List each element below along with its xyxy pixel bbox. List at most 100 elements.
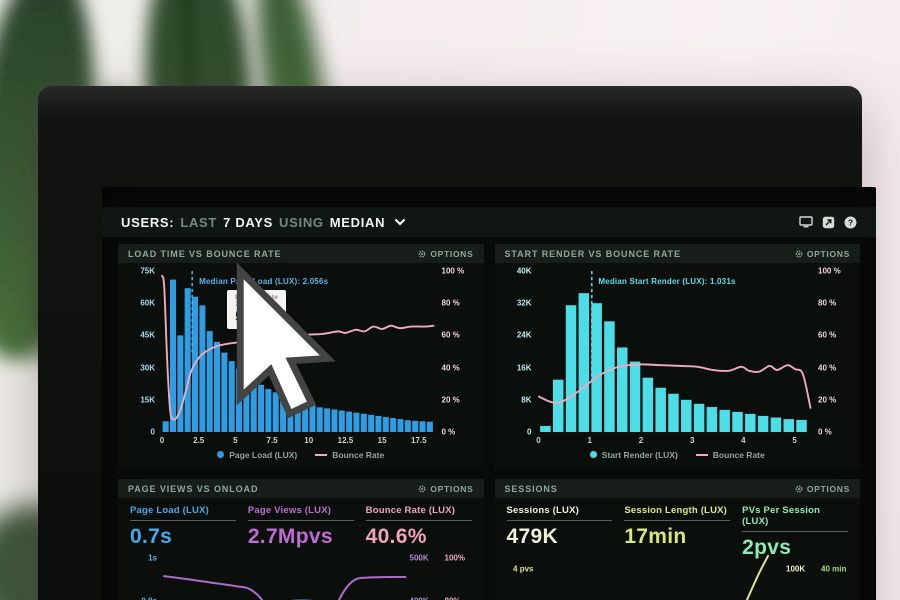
axis-tick-label: 40K xyxy=(516,266,532,276)
y-axis-left: 75K 60K 45K 30K 15K 0 xyxy=(126,267,162,437)
panel-sessions: SESSIONS OPTIONS Sessions (LUX) 479K Sessi… xyxy=(494,479,860,600)
plot-area: Median Start Render (LUX): 1.031s xyxy=(539,271,811,432)
y-axis-column: 40 min32 min24 min xyxy=(817,564,852,600)
axis-tick-label: 17.5 xyxy=(411,436,427,445)
axis-tick-label: 0 xyxy=(150,427,155,437)
metric-label: PVs Per Session (LUX) xyxy=(742,505,821,527)
series-line xyxy=(539,364,811,407)
bar-line-chart xyxy=(162,271,434,432)
axis-tick-label: 40 min xyxy=(821,564,847,573)
axis-tick-label: 0 xyxy=(536,436,541,445)
bars-series xyxy=(539,293,807,432)
axis-tick-label: 7.5 xyxy=(266,436,278,445)
axis-tick-label: 60 % xyxy=(818,330,837,340)
legend-label: Bounce Rate xyxy=(712,449,765,460)
metric-underline xyxy=(247,520,354,521)
series-line xyxy=(541,556,768,600)
metric: Page Load (LUX) 0.7s xyxy=(130,505,236,549)
y-axis-right: 100 % 80 % 60 % 40 % 20 % 0 % xyxy=(434,267,476,437)
metric: Session Length (LUX) 17min xyxy=(624,505,731,560)
metric-value: 0.7s xyxy=(130,525,173,548)
legend-label: Start Render (LUX) xyxy=(601,449,678,460)
laptop-bezel: USERS: LAST 7 DAYS USING MEDIAN xyxy=(38,86,876,600)
axis-tick-label: 20 % xyxy=(441,395,460,405)
axis-tick-label: 60 % xyxy=(441,330,460,340)
y-axis-right: 500K400K300K200K100%80%60%40% xyxy=(406,553,476,600)
metric: Bounce Rate (LUX) 40.6% xyxy=(365,505,472,549)
metric-underline xyxy=(742,531,848,532)
title-range[interactable]: 7 DAYS xyxy=(223,214,274,230)
axis-tick-label: 100 % xyxy=(818,266,841,276)
metrics-row: Sessions (LUX) 479K Session Length (LUX) 17… xyxy=(506,505,848,560)
panel-header: PAGE VIEWS VS ONLOAD OPTIONS xyxy=(118,479,484,498)
options-button[interactable]: OPTIONS xyxy=(795,249,850,259)
y-axis-left: 1s0.8s0.6s0.4s xyxy=(126,553,164,600)
y-axis-right: 100K80K60K40K40 min32 min24 min xyxy=(782,564,852,600)
metric: Sessions (LUX) 479K xyxy=(506,505,613,560)
page-title: USERS: LAST 7 DAYS USING MEDIAN xyxy=(121,215,406,230)
gear-icon xyxy=(795,250,803,257)
axis-tick-label: 500K xyxy=(409,553,429,562)
display-icon[interactable] xyxy=(799,216,813,228)
page-views-chart: 1s0.8s0.6s0.4s 500K400K300K200K100%80%60%… xyxy=(126,553,476,600)
axis-tick-label: 4 pvs xyxy=(513,564,534,573)
axis-tick-label: 100 % xyxy=(441,266,465,276)
legend-item: Bounce Rate xyxy=(695,449,765,460)
axis-tick-label: 1 xyxy=(587,436,592,445)
metric-value: 2pvs xyxy=(742,536,792,559)
legend-item: Bounce Rate xyxy=(315,450,384,460)
y-axis-left: 40K 32K 24K 16K 8K 0 xyxy=(503,267,539,437)
panel-title: PAGE VIEWS VS ONLOAD xyxy=(128,483,259,494)
options-button[interactable]: OPTIONS xyxy=(795,484,850,494)
axis-tick-label: 12.5 xyxy=(337,436,354,445)
axis-tick-label: 100% xyxy=(444,553,465,562)
metrics-row: Page Load (LUX) 0.7s Page Views (LUX) 2.7Mp… xyxy=(130,505,472,549)
legend-line-swatch xyxy=(315,453,328,456)
axis-tick-label: 15K xyxy=(140,395,155,405)
axis-tick-label: 5 xyxy=(792,436,797,445)
series-line xyxy=(164,576,406,600)
panel-title: SESSIONS xyxy=(504,483,558,494)
legend-line-swatch xyxy=(695,453,708,456)
line-chart xyxy=(164,553,406,600)
axis-tick-label: 80 % xyxy=(818,298,837,308)
share-icon[interactable] xyxy=(822,216,835,229)
axis-tick-label: 40 % xyxy=(441,363,460,373)
metric-value: 479K xyxy=(506,525,558,548)
y-axis-right: 100 % 80 % 60 % 40 % 20 % 0 % xyxy=(810,267,852,437)
median-annotation: Median Page Load (LUX): 2.056s xyxy=(199,277,329,286)
title-aggregation[interactable]: MEDIAN xyxy=(329,214,386,230)
axis-tick-label: 0 xyxy=(527,427,532,437)
panel-header: SESSIONS OPTIONS xyxy=(494,479,860,498)
axis-tick-label: 0.8s xyxy=(141,596,157,600)
metric-underline xyxy=(624,520,731,521)
options-button[interactable]: OPTIONS xyxy=(418,484,473,494)
axis-tick-label: 15 xyxy=(377,436,387,445)
options-label: OPTIONS xyxy=(806,248,850,259)
help-icon[interactable]: ? xyxy=(844,216,857,229)
metric-value: 17min xyxy=(624,525,687,548)
metric-label: Page Views (LUX) xyxy=(247,505,332,516)
metric-label: Sessions (LUX) xyxy=(506,505,579,516)
panel-title: START RENDER VS BOUNCE RATE xyxy=(504,248,681,259)
header-actions: ? xyxy=(799,216,857,229)
axis-tick-label: 2 xyxy=(638,436,644,445)
chevron-down-icon[interactable] xyxy=(394,218,406,226)
axis-tick-label: 10 xyxy=(304,436,314,445)
gear-icon xyxy=(418,485,426,492)
axis-tick-label: 75K xyxy=(140,266,155,276)
plot-area xyxy=(541,564,783,600)
x-axis: 0 2.5 5 7.5 10 12.5 15 17.5 xyxy=(159,432,434,446)
mouse-cursor-icon xyxy=(236,262,336,419)
options-button[interactable]: OPTIONS xyxy=(418,249,473,259)
options-label: OPTIONS xyxy=(430,483,474,494)
axis-tick-label: 0 % xyxy=(441,427,456,437)
panel-header: START RENDER VS BOUNCE RATE OPTIONS xyxy=(494,244,860,263)
line-chart xyxy=(541,564,783,600)
axis-tick-label: 30K xyxy=(140,363,155,373)
axis-tick-label: 0 xyxy=(159,436,165,445)
bars-series xyxy=(162,279,433,432)
